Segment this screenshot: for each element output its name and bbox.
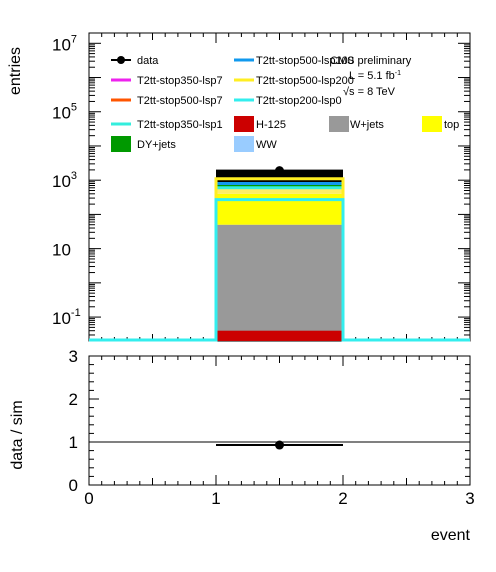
- ratio-x-tick-label: 2: [338, 489, 347, 508]
- stack-segment: [216, 183, 343, 188]
- ratio-tick-labels: 0 1 2 3 0 1 2 3: [69, 347, 475, 508]
- legend-label: T2tt-stop500-lsp200: [256, 75, 354, 87]
- legend-box-swatch: [234, 116, 254, 132]
- legend-box-swatch: [329, 116, 349, 132]
- legend-label: W+jets: [350, 119, 384, 131]
- y-tick-base: 10: [52, 309, 71, 328]
- ratio-x-tick-label: 1: [211, 489, 220, 508]
- legend-label: H-125: [256, 119, 286, 131]
- legend-label: T2tt-stop500-lsp7: [137, 95, 223, 107]
- legend-label: DY+jets: [137, 139, 176, 151]
- data-point-group: [216, 166, 343, 176]
- ratio-point: [275, 440, 284, 450]
- y-tick-base: 10: [52, 104, 71, 123]
- y-tick-exponent: -1: [71, 307, 81, 319]
- stack-segment: [216, 224, 343, 331]
- main-y-axis-title: entries: [7, 47, 24, 95]
- ratio-y-tick-label: 2: [69, 390, 78, 409]
- ratio-y-tick-label: 3: [69, 347, 78, 366]
- ratio-content: [89, 440, 470, 450]
- y-tick-label: 103: [52, 170, 77, 191]
- y-tick-label: 107: [52, 33, 77, 54]
- legend-data-marker: [117, 56, 125, 64]
- ratio-ticks: [88, 355, 471, 486]
- lumi-unit-exp: -1: [395, 70, 401, 77]
- y-tick-label: 105: [52, 102, 77, 123]
- ratio-x-tick-label: 3: [465, 489, 474, 508]
- ratio-plot-frame: [88, 355, 471, 486]
- ratio-y-tick-label: 1: [69, 433, 78, 452]
- legend-label: data: [137, 55, 159, 67]
- stacked-histogram: [216, 169, 343, 341]
- legend-label: T2tt-stop350-lsp7: [137, 75, 223, 87]
- legend-label: WW: [256, 139, 277, 151]
- lumi-label: L = 5.1 fb-1: [349, 70, 401, 82]
- legend: data T2tt-stop500-lsp100 T2tt-stop350-lsp7…: [111, 55, 459, 152]
- stack-segment: [216, 187, 343, 194]
- data-point: [275, 166, 284, 176]
- y-tick-label: 10-1: [52, 307, 81, 328]
- y-tick-exponent: 5: [71, 102, 77, 114]
- legend-label: T2tt-stop350-lsp1: [137, 119, 223, 131]
- y-tick-label: 10: [52, 241, 71, 260]
- legend-box-swatch: [111, 136, 131, 152]
- signal-overlay-line: [89, 198, 470, 342]
- legend-label: T2tt-stop200-lsp0: [256, 95, 342, 107]
- legend-label: T2tt-stop500-lsp100: [256, 55, 354, 67]
- energy-root: √s: [343, 86, 355, 98]
- legend-box-swatch: [422, 116, 442, 132]
- y-tick-exponent: 7: [71, 33, 77, 45]
- energy-text: = 8 TeV: [355, 86, 396, 98]
- y-tick-base: 10: [52, 172, 71, 191]
- energy-label: √s = 8 TeV: [343, 86, 396, 98]
- signal-overlays: [89, 177, 470, 342]
- ratio-x-tick-label: 0: [84, 489, 93, 508]
- legend-box-swatch: [234, 136, 254, 152]
- y-tick-exponent: 3: [71, 170, 77, 182]
- legend-label: top: [444, 119, 459, 131]
- lumi-text: L = 5.1 fb: [349, 70, 395, 82]
- x-axis-title: event: [431, 527, 471, 544]
- ratio-y-tick-label: 0: [69, 476, 78, 495]
- experiment-label: CMS preliminary: [330, 55, 412, 67]
- y-tick-base: 10: [52, 35, 71, 54]
- ratio-y-axis-title: data / sim: [9, 400, 26, 469]
- y-tick-base: 10: [52, 241, 71, 260]
